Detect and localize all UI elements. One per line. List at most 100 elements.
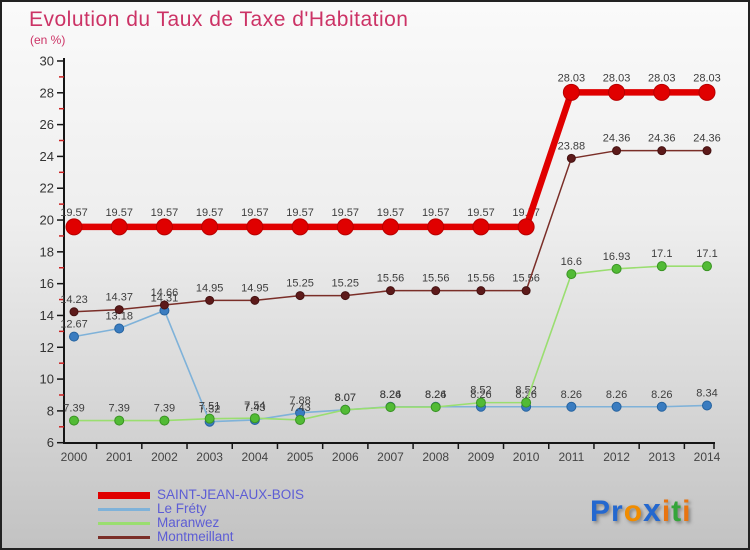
data-point-maranwez [385,402,396,413]
data-label-le-frety: 8.07 [335,392,356,404]
data-point-sjab [381,218,399,236]
data-label-montmeillant: 23.88 [558,140,586,152]
legend-label-le-frety: Le Fréty [157,501,207,516]
data-point-montmeillant [250,295,260,305]
data-point-montmeillant [205,295,215,305]
legend-swatch-sjab [98,491,150,499]
x-tick-label: 2002 [151,450,178,464]
data-label-le-frety: 8.26 [470,389,491,401]
y-tick-label: 12 [40,340,54,355]
data-label-sjab: 19.57 [60,207,88,219]
data-label-montmeillant: 24.36 [693,133,721,145]
legend-swatch-maranwez [98,521,150,525]
data-label-maranwez: 7.39 [154,403,175,415]
data-label-sjab: 19.57 [151,207,179,219]
data-point-sjab [155,218,173,236]
logo-letter-4: i [661,495,672,528]
data-label-maranwez: 8.07 [335,392,356,404]
data-point-maranwez [69,415,79,426]
x-tick-label: 2008 [422,450,449,464]
data-label-montmeillant: 15.56 [377,273,405,285]
data-label-le-frety: 8.26 [515,389,536,401]
data-label-maranwez: 8.52 [515,385,536,397]
data-label-montmeillant: 15.56 [467,273,495,285]
data-point-montmeillant [69,307,79,317]
x-tick-label: 2010 [513,450,540,464]
data-label-sjab: 19.57 [332,207,360,219]
y-tick-label: 10 [40,372,54,387]
data-point-maranwez [249,413,260,424]
data-point-montmeillant [702,146,712,156]
legend-item-montmeillant: Montmeillant [98,529,304,544]
data-point-maranwez [701,261,712,272]
logo-letter-3: x [643,492,662,528]
legend-swatch-montmeillant [98,535,150,539]
data-label-le-frety: 7.88 [289,395,310,407]
data-point-le-frety [656,401,667,412]
data-label-montmeillant: 15.56 [512,273,540,285]
data-label-montmeillant: 24.36 [648,133,676,145]
data-point-montmeillant [340,291,350,301]
x-tick-label: 2012 [603,450,630,464]
proxiti-logo: Proxiti [590,492,692,529]
data-label-le-frety: 13.18 [105,311,133,323]
data-label-sjab: 19.57 [105,207,133,219]
data-label-le-frety: 8.34 [696,387,717,399]
data-label-sjab: 28.03 [558,72,586,84]
data-point-sjab [201,218,219,236]
data-point-maranwez [159,415,170,426]
data-point-le-frety [114,323,125,334]
data-label-le-frety: 8.26 [380,389,401,401]
data-point-maranwez [295,414,306,425]
data-label-le-frety: 7.43 [244,402,265,414]
data-label-maranwez: 16.93 [603,251,631,263]
data-label-montmeillant: 14.95 [196,282,224,294]
data-label-sjab: 19.57 [196,207,224,219]
data-label-montmeillant: 24.36 [603,133,631,145]
x-tick-label: 2007 [377,450,404,464]
y-tick-label: 26 [40,117,54,132]
x-tick-label: 2014 [694,450,721,464]
data-label-le-frety: 8.26 [425,389,446,401]
data-point-montmeillant [476,286,486,296]
legend-item-le-frety: Le Fréty [98,501,304,516]
legend-swatch-le-frety [98,507,150,511]
y-tick-label: 14 [40,308,54,323]
chart-title: Evolution du Taux de Taxe d'Habitation [29,8,409,31]
logo-letter-5: t [671,495,683,528]
data-label-le-frety: 8.26 [606,389,627,401]
legend: SAINT-JEAN-AUX-BOIS Le Fréty Maranwez Montm… [98,488,304,545]
data-label-le-frety: 8.26 [561,389,582,401]
data-point-le-frety [566,401,577,412]
data-label-maranwez: 7.43 [289,402,310,414]
data-label-le-frety: 14.31 [151,293,179,305]
x-tick-label: 2009 [468,450,495,464]
data-label-montmeillant: 14.23 [60,294,88,306]
y-tick-label: 8 [47,403,54,418]
data-point-maranwez [114,415,125,426]
data-label-montmeillant: 15.25 [332,278,360,290]
x-tick-label: 2003 [196,450,223,464]
data-point-montmeillant [431,286,441,296]
data-label-sjab: 28.03 [603,72,631,84]
data-label-maranwez: 7.54 [244,400,265,412]
data-label-montmeillant: 14.37 [105,292,133,304]
y-tick-label: 6 [47,435,54,450]
data-label-maranwez: 17.1 [696,248,717,260]
legend-label-montmeillant: Montmeillant [157,529,234,544]
data-label-le-frety: 8.26 [651,389,672,401]
data-point-maranwez [611,263,622,274]
data-point-le-frety [701,400,712,411]
data-point-sjab [608,83,626,101]
chart-subtitle: (en %) [30,33,66,47]
data-point-montmeillant [385,286,395,296]
y-tick-label: 18 [40,244,54,259]
x-tick-label: 2000 [61,450,88,464]
data-label-sjab: 19.57 [422,207,450,219]
data-label-montmeillant: 15.25 [286,278,314,290]
logo-letter-2: o [623,495,644,528]
logo-letter-1: r [611,495,624,528]
data-label-maranwez: 7.39 [109,403,130,415]
data-point-le-frety [611,401,622,412]
data-point-sjab [336,218,354,236]
